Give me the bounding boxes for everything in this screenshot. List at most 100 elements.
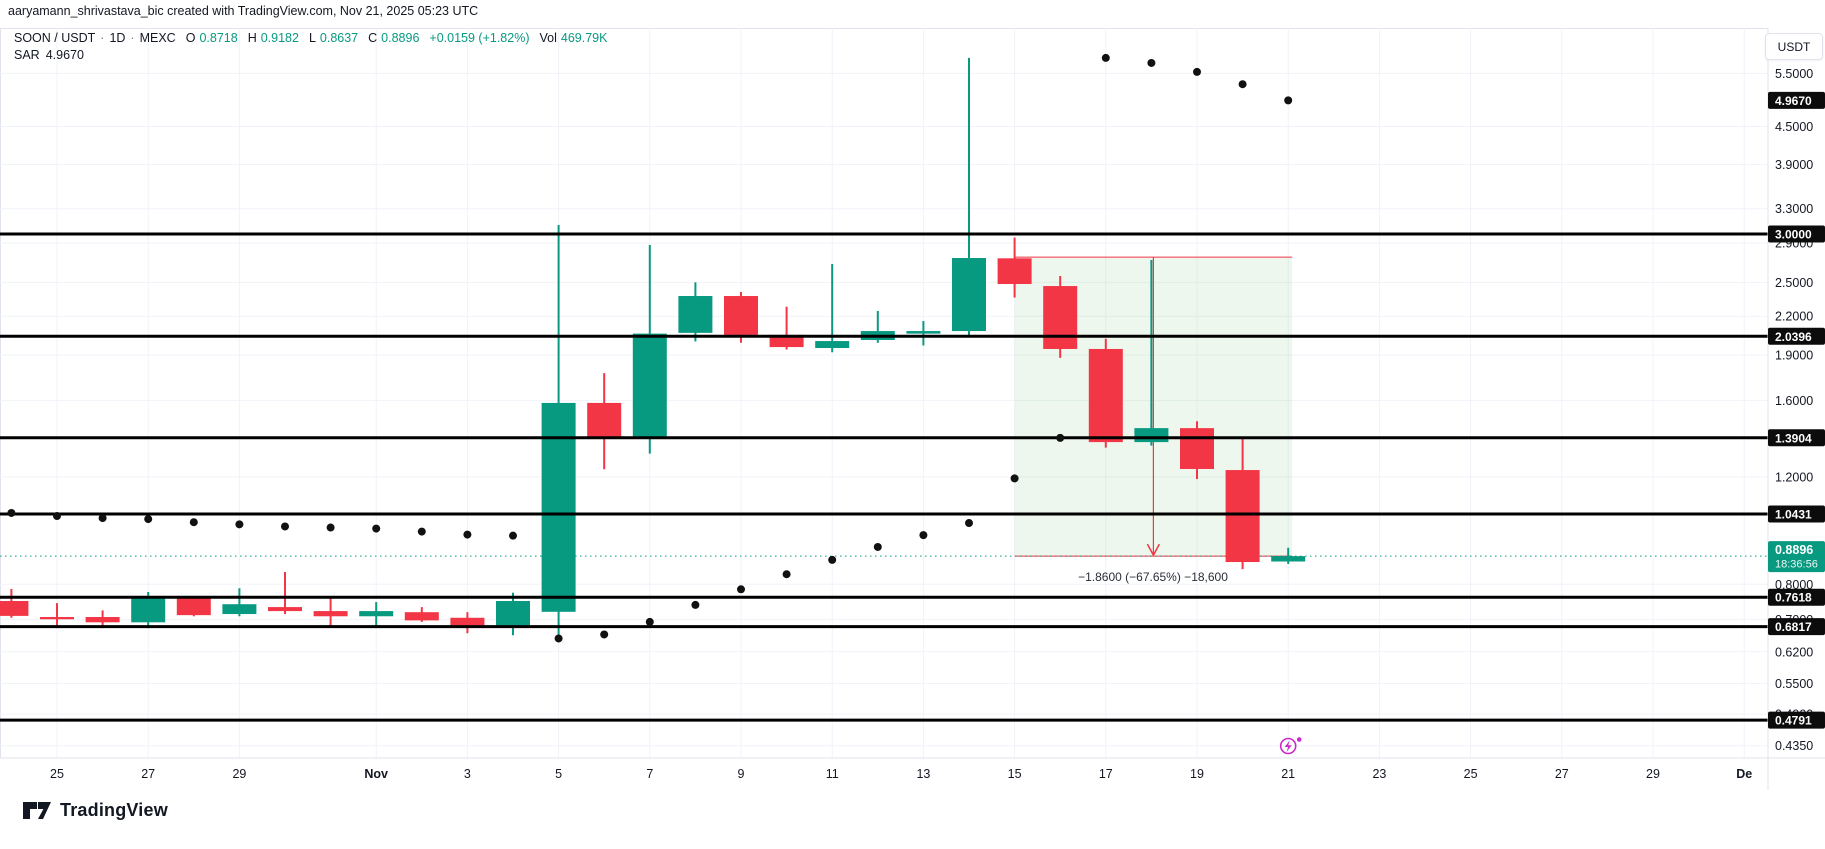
sar-dot xyxy=(372,524,381,533)
sar-dot xyxy=(554,634,563,643)
price-tick-label: 1.2000 xyxy=(1775,470,1813,484)
candle xyxy=(268,571,302,615)
candle xyxy=(450,612,485,634)
chart-panel-border xyxy=(0,28,1825,790)
svg-text:18:36:56: 18:36:56 xyxy=(1775,559,1818,571)
sar-dot xyxy=(1238,80,1247,89)
current-price-label: 0.8896 18:36:56 xyxy=(1768,541,1825,573)
candle-body xyxy=(85,617,120,623)
sar-dot xyxy=(1010,474,1019,483)
sar-dot xyxy=(417,527,426,536)
interval-label[interactable]: 1D xyxy=(109,31,126,45)
candle xyxy=(1088,338,1123,448)
svg-text:4.9670: 4.9670 xyxy=(1775,94,1812,108)
candle xyxy=(0,588,29,618)
horizontal-lines xyxy=(0,232,1768,722)
candle xyxy=(222,588,257,617)
candle-body xyxy=(176,598,211,616)
sar-dot xyxy=(1147,58,1156,67)
candle-body xyxy=(313,611,348,617)
candle-body xyxy=(404,612,439,621)
price-line-label: 0.6817 xyxy=(1768,618,1825,636)
date-label: 25 xyxy=(1464,767,1478,781)
time-axis[interactable] xyxy=(0,758,1768,790)
date-label: 5 xyxy=(555,767,562,781)
sar-dot xyxy=(1101,53,1110,62)
price-line-label: 2.0396 xyxy=(1768,327,1825,345)
date-label: 27 xyxy=(141,767,155,781)
candle-body xyxy=(1043,286,1078,349)
low-key: L xyxy=(308,31,316,45)
price-tick-label: 3.9000 xyxy=(1775,158,1813,172)
candle-body xyxy=(724,296,758,335)
date-label: 13 xyxy=(916,767,930,781)
change-value: +0.0159 (+1.82%) xyxy=(429,31,530,45)
price-tick-label: 0.6200 xyxy=(1775,645,1813,659)
parabolic-sar-dots xyxy=(7,53,1293,643)
price-tick-label: 4.5000 xyxy=(1775,120,1813,134)
candle-body xyxy=(1225,470,1260,563)
event-lightning-icon[interactable] xyxy=(1279,737,1302,755)
svg-text:3.0000: 3.0000 xyxy=(1775,228,1812,242)
sar-dot xyxy=(965,519,973,528)
sar-dot xyxy=(737,585,745,594)
currency-unit-button[interactable]: USDT xyxy=(1765,33,1823,60)
candle-body xyxy=(952,258,986,332)
candle-body xyxy=(815,341,850,349)
candle-body xyxy=(541,402,576,612)
open-key: O xyxy=(185,31,196,45)
candle-body xyxy=(359,611,394,617)
sar-dot xyxy=(7,508,16,517)
candle xyxy=(769,306,804,350)
price-line-label: 0.4791 xyxy=(1768,711,1825,729)
candle-body xyxy=(496,601,530,626)
candle-body xyxy=(769,334,804,348)
sar-dot xyxy=(463,530,472,539)
candle-body xyxy=(587,402,622,439)
candle xyxy=(587,373,622,470)
date-label: Nov xyxy=(364,767,388,781)
tradingview-logo[interactable]: TradingView xyxy=(22,795,168,825)
exchange-label: MEXC xyxy=(139,31,176,45)
sar-dot xyxy=(235,520,244,529)
price-tick-label: 1.9000 xyxy=(1775,349,1813,363)
price-tick-label: 0.8000 xyxy=(1775,578,1813,592)
high-key: H xyxy=(247,31,257,45)
candle xyxy=(632,245,667,454)
sar-dot xyxy=(645,617,654,626)
date-label: 17 xyxy=(1099,767,1113,781)
price-line-label: 0.7618 xyxy=(1768,588,1825,606)
price-tick-label: 5.5000 xyxy=(1775,67,1813,81)
candle xyxy=(724,292,758,343)
candle xyxy=(1225,437,1260,570)
price-tick-label: 2.2000 xyxy=(1775,310,1813,324)
candle xyxy=(906,321,941,346)
date-labels: 25 27 29 Nov 3 5 7 9 11 13 15 17 19 21 23 25 27 29 De xyxy=(50,767,1752,781)
candle-body xyxy=(906,331,941,334)
symbol-title[interactable]: SOON / USDT xyxy=(14,31,96,45)
date-label: 11 xyxy=(826,767,839,781)
volume-value: 469.79K xyxy=(560,31,608,45)
indicator-name[interactable]: SAR xyxy=(14,48,40,62)
candle-body xyxy=(131,598,166,623)
date-label: 27 xyxy=(1555,767,1569,781)
candle-body xyxy=(1271,556,1306,562)
candle-body xyxy=(0,601,29,616)
date-label: 25 xyxy=(50,767,64,781)
price-line-labels: 3.0000 2.0396 1.3904 1.0431 0.7618 0.6817 0.47… xyxy=(1768,91,1825,729)
price-axis[interactable] xyxy=(1768,28,1825,790)
candle-body xyxy=(632,333,667,438)
date-label: 19 xyxy=(1190,767,1204,781)
sar-dot xyxy=(1284,96,1293,105)
candle xyxy=(952,57,986,338)
watermark: aaryamann_shrivastava_bic created with T… xyxy=(8,4,479,18)
candle xyxy=(404,607,439,622)
date-label: 9 xyxy=(738,767,745,781)
date-label: 29 xyxy=(232,767,246,781)
svg-text:1.3904: 1.3904 xyxy=(1775,431,1812,445)
price-tick-label: 0.4350 xyxy=(1775,739,1813,753)
sar-dot xyxy=(691,600,700,609)
candle-body xyxy=(1180,428,1214,469)
tradingview-logo-icon xyxy=(23,802,51,819)
